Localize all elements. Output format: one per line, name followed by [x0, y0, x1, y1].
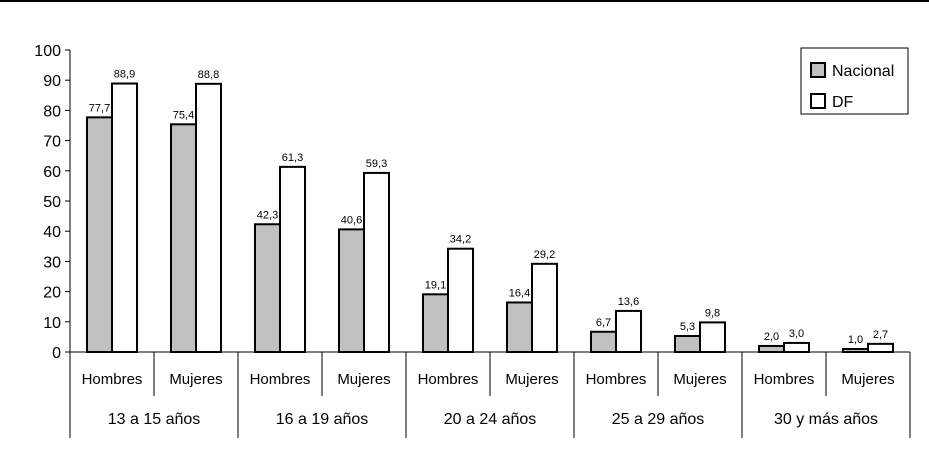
category-label: Mujeres: [673, 371, 726, 388]
group-label: 16 a 19 años: [276, 411, 369, 428]
data-label-nacional: 2,0: [764, 331, 779, 343]
category-label: Hombres: [586, 371, 647, 388]
category-label: Hombres: [418, 371, 479, 388]
bar-nacional: [674, 334, 701, 353]
y-tick-label: 80: [43, 103, 61, 120]
data-label-nacional: 1,0: [848, 334, 863, 346]
bar-df: [867, 342, 894, 354]
bar-df: [195, 82, 222, 353]
bar-nacional: [254, 223, 281, 353]
y-tick-label: 10: [43, 315, 61, 332]
category-label: Mujeres: [841, 371, 894, 388]
bar-df: [699, 321, 726, 353]
bar-df: [363, 171, 390, 353]
data-label-df: 61,3: [282, 152, 303, 164]
data-label-df: 3,0: [789, 328, 804, 340]
legend-label-df: DF: [832, 94, 854, 111]
bar-nacional: [170, 123, 197, 353]
y-tick-label: 40: [43, 224, 61, 241]
bar-df: [615, 309, 642, 354]
legend-swatch-nacional: [810, 62, 826, 78]
category-label: Hombres: [82, 371, 143, 388]
legend-swatch-df: [810, 93, 826, 109]
data-label-df: 59,3: [366, 158, 387, 170]
bar-df: [111, 82, 138, 353]
y-tick-label: 30: [43, 254, 61, 271]
data-label-nacional: 77,7: [89, 102, 110, 114]
data-label-df: 88,8: [198, 69, 219, 81]
data-label-df: 9,8: [705, 307, 720, 319]
bar-df: [783, 341, 810, 354]
y-tick-label: 60: [43, 164, 61, 181]
group-label: 13 a 15 años: [108, 411, 201, 428]
data-label-nacional: 42,3: [257, 209, 278, 221]
bar-nacional: [590, 330, 617, 353]
y-tick-label: 0: [52, 345, 61, 362]
bar-nacional: [86, 116, 113, 354]
y-tick-label: 50: [43, 194, 61, 211]
data-label-df: 34,2: [450, 234, 471, 246]
bar-df: [279, 165, 306, 353]
data-label-df: 2,7: [873, 329, 888, 341]
data-label-nacional: 6,7: [596, 317, 611, 329]
bar-nacional: [338, 228, 365, 353]
data-label-df: 29,2: [534, 249, 555, 261]
group-label: 25 a 29 años: [612, 411, 705, 428]
bar-nacional: [842, 347, 869, 354]
group-label: 30 y más años: [774, 411, 878, 428]
group-label: 20 a 24 años: [444, 411, 537, 428]
y-tick-label: 70: [43, 134, 61, 151]
data-label-nacional: 16,4: [509, 287, 530, 299]
bar-df: [531, 262, 558, 354]
category-label: Hombres: [250, 371, 311, 388]
data-label-nacional: 40,6: [341, 214, 362, 226]
data-label-df: 88,9: [114, 69, 135, 81]
category-label: Hombres: [754, 371, 815, 388]
data-label-df: 13,6: [618, 296, 639, 308]
data-label-nacional: 5,3: [680, 321, 695, 333]
category-label: Mujeres: [169, 371, 222, 388]
y-tick-label: 90: [43, 73, 61, 90]
data-label-nacional: 75,4: [173, 109, 194, 121]
legend-label-nacional: Nacional: [832, 63, 894, 80]
data-label-nacional: 19,1: [425, 279, 446, 291]
y-tick-label: 20: [43, 285, 61, 302]
category-label: Mujeres: [505, 371, 558, 388]
top-rule: [0, 0, 929, 2]
category-label: Mujeres: [337, 371, 390, 388]
bar-nacional: [506, 301, 533, 353]
bar-df: [447, 247, 474, 353]
bar-nacional: [758, 344, 785, 353]
y-tick-label: 100: [34, 43, 61, 60]
bar-nacional: [422, 293, 449, 353]
